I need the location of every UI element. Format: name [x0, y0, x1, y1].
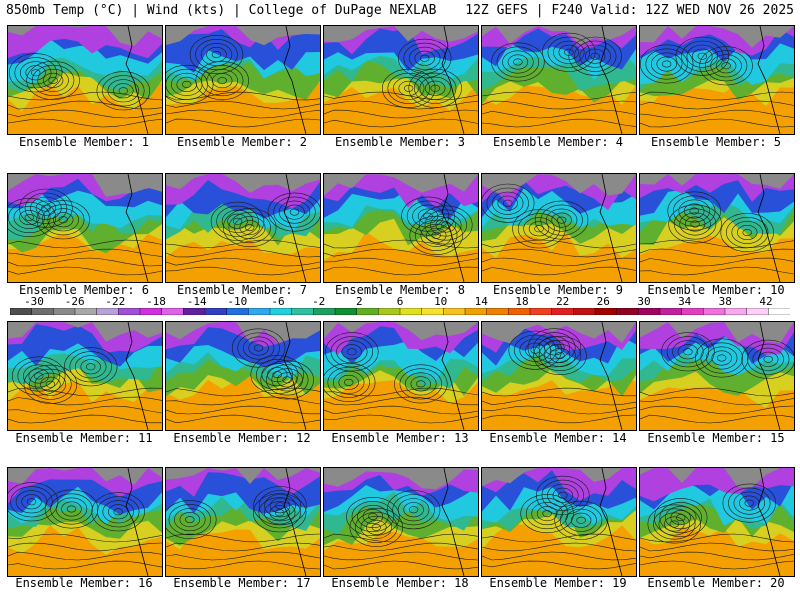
colorbar-swatch: [486, 308, 509, 315]
colorbar-swatch: [378, 308, 401, 315]
ensemble-member-label: Ensemble Member: 11: [15, 431, 153, 445]
ensemble-map-6: [7, 173, 163, 283]
colorbar-tick-label: -18: [146, 295, 166, 308]
colorbar-swatch: [399, 308, 423, 315]
colorbar-tick-label: 2: [355, 295, 363, 308]
ensemble-member-label: Ensemble Member: 15: [647, 431, 785, 445]
ensemble-map-5: [639, 25, 795, 135]
colorbar-tick-label: 10: [434, 295, 448, 308]
ensemble-map-9: [481, 173, 637, 283]
run-valid-time: 12Z GEFS | F240 Valid: 12Z WED NOV 26 20…: [465, 3, 794, 18]
colorbar-tick-label: 30: [637, 295, 651, 308]
colorbar-swatch: [638, 308, 661, 315]
ensemble-member-label: Ensemble Member: 7: [176, 283, 308, 297]
colorbar-swatch: [746, 308, 769, 315]
colorbar-swatch: [226, 308, 249, 315]
ensemble-member-label: Ensemble Member: 4: [492, 135, 624, 149]
colorbar-swatch: [31, 308, 54, 315]
chart-title: 850mb Temp (°C) | Wind (kts) | College o…: [6, 3, 437, 18]
colorbar-swatch: [573, 308, 596, 315]
colorbar-tick-label: 6: [396, 295, 404, 308]
colorbar-swatch: [443, 308, 466, 315]
colorbar-swatch: [161, 308, 184, 315]
colorbar-swatch: [529, 308, 553, 315]
ensemble-map-8: [323, 173, 479, 283]
ensemble-member-label: Ensemble Member: 12: [173, 431, 311, 445]
colorbar-swatch: [594, 308, 618, 315]
ensemble-map-19: [481, 467, 637, 577]
ensemble-map-10: [639, 173, 795, 283]
colorbar-swatch: [269, 308, 293, 315]
colorbar-swatch: [334, 308, 358, 315]
colorbar-tick-label: 26: [596, 295, 610, 308]
ensemble-member-label: Ensemble Member: 1: [18, 135, 150, 149]
ensemble-map-15: [639, 321, 795, 431]
ensemble-map-11: [7, 321, 163, 431]
colorbar-swatch: [703, 308, 726, 315]
ensemble-map-16: [7, 467, 163, 577]
colorbar-swatch: [53, 308, 76, 315]
colorbar-swatch: [118, 308, 141, 315]
ensemble-map-13: [323, 321, 479, 431]
ensemble-map-20: [639, 467, 795, 577]
ensemble-member-label: Ensemble Member: 19: [489, 576, 627, 590]
colorbar-swatch: [74, 308, 98, 315]
colorbar-tick-label: 14: [474, 295, 488, 308]
ensemble-member-label: Ensemble Member: 10: [647, 283, 785, 297]
ensemble-member-label: Ensemble Member: 14: [489, 431, 627, 445]
ensemble-map-2: [165, 25, 321, 135]
ensemble-member-label: Ensemble Member: 9: [492, 283, 624, 297]
ensemble-map-7: [165, 173, 321, 283]
ensemble-map-12: [165, 321, 321, 431]
ensemble-member-label: Ensemble Member: 8: [334, 283, 466, 297]
ensemble-member-label: Ensemble Member: 17: [173, 576, 311, 590]
colorbar-tick-label: -10: [227, 295, 248, 308]
colorbar-swatch: [616, 308, 639, 315]
colorbar-swatch: [464, 308, 488, 315]
ensemble-member-label: Ensemble Member: 3: [334, 135, 466, 149]
colorbar-swatch: [291, 308, 314, 315]
colorbar-tick-label: -22: [105, 295, 126, 308]
colorbar-swatch: [10, 308, 33, 315]
colorbar-swatch: [768, 308, 790, 315]
ensemble-member-label: Ensemble Member: 13: [331, 431, 469, 445]
ensemble-member-label: Ensemble Member: 16: [15, 576, 153, 590]
ensemble-map-17: [165, 467, 321, 577]
colorbar-tick-label: 22: [556, 295, 570, 308]
colorbar-swatch: [508, 308, 531, 315]
colorbar-swatch: [659, 308, 683, 315]
ensemble-map-18: [323, 467, 479, 577]
ensemble-map-14: [481, 321, 637, 431]
colorbar-swatch: [96, 308, 119, 315]
colorbar-swatch: [204, 308, 228, 315]
colorbar-tick-label: -6: [271, 295, 285, 308]
colorbar-tick-label: -30: [24, 295, 44, 308]
colorbar-tick-label: -2: [312, 295, 326, 308]
colorbar-swatch: [356, 308, 379, 315]
colorbar-swatch: [183, 308, 206, 315]
ensemble-map-3: [323, 25, 479, 135]
colorbar-tick-label: 18: [515, 295, 529, 308]
colorbar-tick-label: 42: [759, 295, 773, 308]
colorbar-swatch: [421, 308, 444, 315]
ensemble-map-4: [481, 25, 637, 135]
colorbar-swatch: [724, 308, 748, 315]
colorbar-tick-label: 38: [718, 295, 732, 308]
colorbar-swatches: [10, 308, 790, 315]
ensemble-map-1: [7, 25, 163, 135]
colorbar-tick-label: -14: [186, 295, 207, 308]
colorbar-tick-label: 34: [678, 295, 692, 308]
ensemble-member-label: Ensemble Member: 2: [176, 135, 308, 149]
colorbar-swatch: [551, 308, 574, 315]
temperature-colorbar: -30 -26 -22 -18 -14 -10 -6 -2 2 6 10 14 18 22 26 30 34 38…: [0, 296, 800, 320]
colorbar-tick-label: -26: [64, 295, 85, 308]
colorbar-swatch: [681, 308, 704, 315]
ensemble-member-label: Ensemble Member: 18: [331, 576, 469, 590]
ensemble-member-label: Ensemble Member: 5: [650, 135, 782, 149]
ensemble-member-label: Ensemble Member: 20: [647, 576, 785, 590]
colorbar-swatch: [313, 308, 336, 315]
colorbar-swatch: [248, 308, 271, 315]
ensemble-member-label: Ensemble Member: 6: [18, 283, 150, 297]
colorbar-swatch: [139, 308, 163, 315]
